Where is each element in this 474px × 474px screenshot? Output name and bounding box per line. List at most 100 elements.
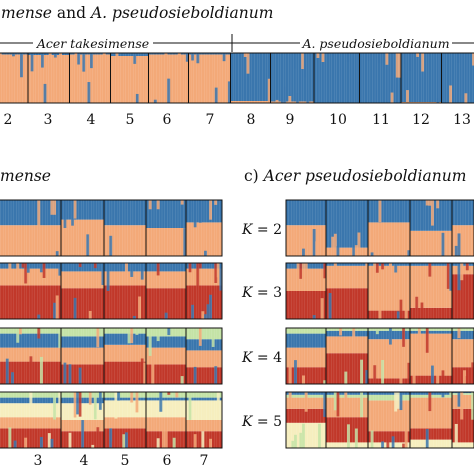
panel-c-row-k3-pop-8-seg-orange <box>286 268 326 291</box>
panel-b-row-k3-pop-7-individual <box>214 263 218 283</box>
panel-a-pop-label: 13 <box>453 112 471 128</box>
panel-c-row-k2-pop-10-individual <box>383 200 387 210</box>
panel-c-row-k5-pop-10-individual <box>404 420 408 448</box>
panel-a-row-pop-11-individual <box>390 92 394 103</box>
panel-b-row-k4-pop-5-individual <box>130 328 134 344</box>
panel-b-row-k4-pop-5-individual <box>127 328 131 344</box>
panel-b-row-k4-pop-3-individual <box>37 328 41 339</box>
panel-b-row-k4-pop-5-seg-green <box>104 328 146 334</box>
panel-b-row-k4-pop-6-individual <box>180 376 184 384</box>
panel-c-row-k4-pop-8-individual <box>323 380 327 384</box>
panel-c-row-k5-pop-10-individual <box>370 430 374 448</box>
panel-b-row-k4-pop-4-seg-orange <box>61 347 104 365</box>
panel-b-row-k3-pop-7-seg-orange <box>186 268 222 286</box>
panel-b-row-k5-pop-5-seg-blue <box>104 397 146 401</box>
panel-c-row-k4-pop-10-individual <box>391 379 395 384</box>
panel-a-pop-label: 5 <box>126 112 135 128</box>
panel-a-row-pop-7-individual <box>209 91 213 103</box>
panel-c-row-k4-pop-8-seg-red <box>286 367 326 384</box>
panel-b-row-k4-frame <box>0 327 223 385</box>
panel-b-row-k4-pop-4-individual <box>96 328 100 348</box>
panel-b-row-k2-pop-7-individual <box>198 200 202 223</box>
panel-b-row-k2-pop-3 <box>0 200 61 256</box>
panel-a-row-pop-3-individual <box>33 93 37 103</box>
panel-a-row-pop-4-individual <box>87 82 91 103</box>
panel-a-row-pop-11-individual <box>385 53 389 65</box>
panel-b-row-k2-pop-6 <box>146 200 186 256</box>
panel-c-row-k4-pop-9-seg-blue <box>326 330 368 337</box>
panel-a-row-pop-2-individual <box>12 53 15 57</box>
panel-a-row-pop-9-individual <box>275 99 279 103</box>
panel-b-row-k5-pop-4-individual <box>88 392 92 405</box>
panel-b-row-k3-pop-4-individual <box>88 310 92 319</box>
panel-c-row-k4-pop-8-seg-orange <box>286 347 326 368</box>
panel-b-row-k4 <box>0 327 223 385</box>
panel-a-pop-label: 4 <box>87 112 96 128</box>
panel-c-structure-plot <box>285 199 474 449</box>
panel-c-row-k2-pop-10-individual <box>407 250 411 256</box>
panel-a-row-pop-7-individual <box>196 53 200 64</box>
panel-c-row-k2-pop-11-individual <box>436 200 440 209</box>
panel-a-row-pop-3-individual <box>48 53 52 60</box>
panel-b-row-k5-pop-4-individual <box>68 432 72 448</box>
panel-a-row-pop-5-individual <box>133 53 137 64</box>
panel-b-row-k3-pop-7-individual <box>198 263 202 269</box>
panel-c-row-k5-pop-10-seg-green <box>368 394 410 401</box>
panel-a-row-pop-9-individual <box>306 90 310 103</box>
panel-b-row-k5-pop-5-individual <box>130 392 134 403</box>
panel-b-row-k3-pop-7-individual <box>209 294 213 319</box>
panel-b-row-k4-pop-6-seg-orange <box>146 347 186 365</box>
panel-b-row-k3-pop-3-individual <box>26 263 30 273</box>
panel-c-row-k5-frame <box>285 391 474 449</box>
panel-b-row-k5 <box>0 391 223 449</box>
panel-c-k-label: K = 4 <box>241 350 282 366</box>
panel-b-row-k2-pop-7-individual <box>204 250 207 256</box>
panel-b-row-k3-pop-7 <box>186 263 222 319</box>
panel-c-row-k5-pop-8-individual <box>302 423 305 448</box>
panel-b-row-k3-pop-4-individual <box>98 311 102 319</box>
panel-a-row-pop-5-individual <box>113 78 116 103</box>
panel-b-row-k5-pop-3-individual <box>29 392 33 406</box>
panel-b-row-k2-pop-3-individual <box>47 200 51 210</box>
panel-c-row-k4-pop-10-individual <box>375 328 379 335</box>
panel-b-row-k3-pop-4-individual <box>93 263 97 269</box>
panel-b-row-k3-pop-5-individual <box>125 263 128 283</box>
panel-b-row-k4-pop-3-individual <box>18 328 22 335</box>
panel-a-row-pop-5-individual <box>120 96 124 103</box>
panel-c-row-k3-pop-9-individual <box>333 263 337 282</box>
panel-a-row-pop-11-individual <box>367 53 371 62</box>
panel-c-row-k4-pop-10-individual <box>373 365 377 384</box>
panel-b-row-k2-pop-5-individual <box>135 231 139 256</box>
panel-c-row-k3-pop-8-individual <box>312 315 316 319</box>
panel-a-row-pop-10-individual <box>331 53 335 57</box>
panel-b-row-k2-pop-7-individual <box>193 200 197 228</box>
panel-a-row-pop-13-individual <box>464 93 468 103</box>
panel-c-row-k5-pop-10-individual <box>391 436 395 448</box>
panel-c-row-k2-pop-9-individual <box>352 229 356 256</box>
panel-c-row-k2-pop-8-individual <box>315 241 319 256</box>
panel-b-row-k5-pop-7-seg-green <box>186 392 222 398</box>
panel-a-row-pop-7-individual <box>222 53 226 62</box>
panel-b-row-k3-pop-7-individual <box>196 263 200 288</box>
panel-c-k-label: K = 3 <box>241 285 282 301</box>
panel-b-row-k3-pop-5-individual <box>130 263 134 277</box>
panel-b-row-k3-pop-7-seg-blue <box>186 263 222 269</box>
panel-b-row-k2-pop-3-individual <box>34 200 38 214</box>
panel-c-row-k4-pop-9-seg-orange <box>326 336 368 354</box>
panel-c-row-k2-pop-8-individual <box>320 200 324 222</box>
panel-a-row-pop-7-individual <box>191 53 195 61</box>
panel-b-row-k4-pop-5 <box>104 328 146 384</box>
panel-a-row-pop-8-individual <box>267 78 271 103</box>
panel-b-row-k4-pop-7-individual <box>198 328 202 346</box>
panel-a-row-pop-9-individual <box>280 99 284 103</box>
panel-b-row-k3-pop-7-individual <box>191 304 195 319</box>
panel-b-row-k5-pop-3-individual <box>47 433 51 448</box>
panel-b-row-k5-pop-7-individual <box>216 392 220 404</box>
panel-b-row-k2-pop-3-individual <box>53 200 57 215</box>
panel-b-row-k3-pop-4-individual <box>73 297 77 319</box>
panel-c-row-k5-pop-9-individual <box>333 392 337 411</box>
panel-c-row-k5-pop-11-individual <box>425 429 429 448</box>
panel-a-row-pop-6-individual <box>164 53 168 57</box>
panel-b-row-k5-frame <box>0 391 223 449</box>
